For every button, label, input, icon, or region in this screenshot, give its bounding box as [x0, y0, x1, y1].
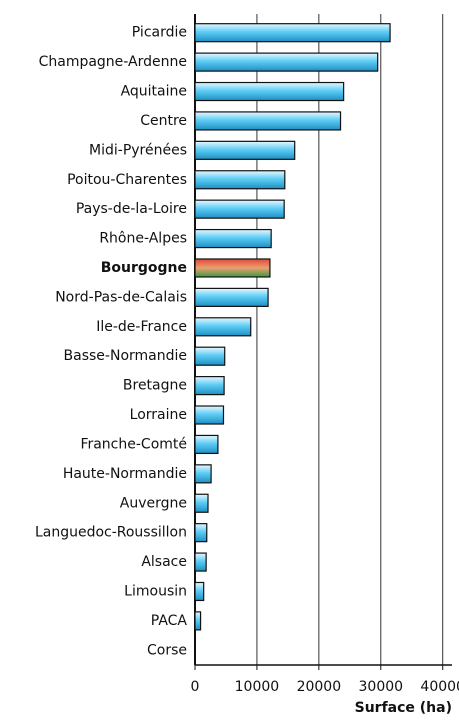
bar: [194, 170, 286, 190]
bar: [194, 346, 226, 366]
x-axis-label: Surface (ha): [355, 700, 452, 716]
bar: [194, 140, 296, 160]
bar: [194, 552, 207, 572]
y-tick-label: Poitou-Charentes: [67, 172, 187, 188]
y-tick-label: Ile-de-France: [96, 319, 187, 335]
x-tick-label: 20000: [297, 679, 342, 695]
x-tick-label: 10000: [235, 679, 280, 695]
y-tick-label: Rhône-Alpes: [99, 231, 187, 247]
bar: [194, 317, 252, 337]
y-tick-label: PACA: [151, 613, 188, 629]
y-tick-label: Languedoc-Roussillon: [35, 525, 187, 541]
bar: [194, 228, 272, 249]
y-tick-label: Haute-Normandie: [63, 466, 187, 482]
x-tick-label: 40000: [420, 679, 459, 695]
bar: [194, 581, 205, 602]
y-tick-label: Pays-de-la-Loire: [76, 201, 187, 217]
y-tick-label: Champagne-Ardenne: [39, 54, 187, 70]
y-tick-label: Picardie: [132, 25, 187, 41]
x-tick-label: 0: [191, 679, 200, 695]
bar: [194, 23, 391, 43]
y-tick-label: Auvergne: [120, 495, 187, 511]
y-tick-label: Bourgogne: [101, 260, 187, 276]
bar: [194, 434, 219, 455]
y-tick-label: Franche-Comté: [80, 436, 187, 452]
bar: [194, 81, 345, 102]
bar: [194, 611, 202, 631]
bar: [194, 111, 342, 131]
y-tick-label: Centre: [140, 113, 187, 129]
bar: [194, 493, 209, 513]
y-tick-label: Lorraine: [130, 407, 187, 423]
bar: [194, 258, 271, 278]
y-tick-label: Limousin: [124, 583, 187, 599]
y-tick-label: Nord-Pas-de-Calais: [55, 289, 187, 305]
x-tick-label: 30000: [359, 679, 404, 695]
y-tick-label: Corse: [147, 642, 187, 658]
y-tick-label: Alsace: [141, 554, 187, 570]
bar: [194, 464, 212, 484]
bar: [194, 523, 208, 543]
y-tick-label: Basse-Normandie: [64, 348, 187, 364]
bar: [194, 52, 379, 72]
bar: [194, 199, 285, 219]
bar: [194, 405, 225, 425]
y-tick-label: Bretagne: [123, 378, 187, 394]
bar: [194, 376, 225, 396]
y-tick-label: Midi-Pyrénées: [89, 142, 187, 158]
bar: [194, 287, 269, 307]
y-tick-label: Aquitaine: [121, 84, 187, 100]
